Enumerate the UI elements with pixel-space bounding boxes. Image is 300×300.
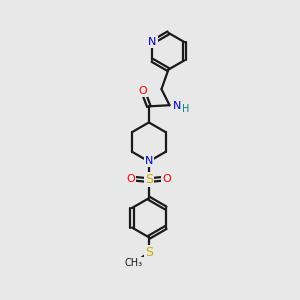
Text: O: O	[139, 86, 148, 96]
Text: H: H	[182, 104, 190, 114]
Text: O: O	[162, 174, 171, 184]
Text: O: O	[127, 174, 136, 184]
Text: S: S	[145, 246, 153, 259]
Text: N: N	[173, 101, 181, 111]
Text: S: S	[145, 173, 153, 186]
Text: N: N	[148, 37, 157, 47]
Text: CH₃: CH₃	[125, 258, 143, 268]
Text: N: N	[145, 157, 153, 166]
